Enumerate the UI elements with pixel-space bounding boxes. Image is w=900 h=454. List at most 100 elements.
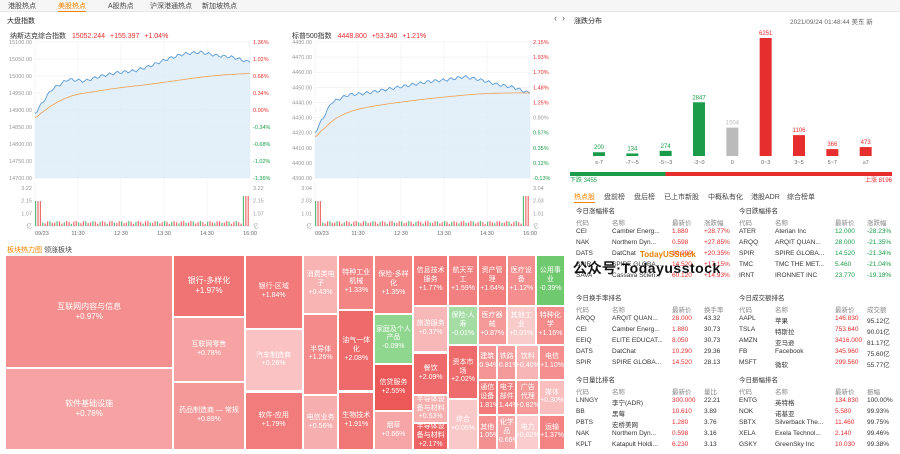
heatmap-cell[interactable]: 软件-应用 +1.79% [244, 391, 303, 450]
tab-china-private[interactable]: 中概私有化 [708, 194, 743, 201]
tab-afterhours[interactable]: 盘后榜 [634, 194, 655, 201]
tab-hk-adr[interactable]: 港股ADR [751, 194, 780, 201]
cell: GSKY [739, 441, 758, 448]
tab-leading-sectors[interactable]: 领涨板块 [44, 247, 72, 254]
tab-a-hot[interactable]: A股热点 [108, 3, 134, 10]
heatmap-cell[interactable]: 半导体 +1.26% [302, 313, 339, 396]
heatmap-cell[interactable]: 油气一体化 +2.08% [338, 309, 374, 392]
tab-hot-stocks[interactable]: 热点股 [574, 194, 595, 203]
heatmap-cell[interactable]: 电信 +1.10% [539, 344, 565, 380]
heatmap-cell[interactable]: 生物技术 +1.91% [338, 391, 374, 450]
vol-bar [54, 222, 56, 226]
heatmap-cell-name: 互联网零售 [191, 340, 227, 348]
heatmap-cell[interactable]: 航天军工 +1.59% [448, 255, 478, 306]
table-row[interactable]: PBTS 宏桥美网 1.280 3.76 [574, 418, 734, 429]
table-row[interactable]: CEI Camber Energ... 1.880 +28.77% [574, 227, 734, 238]
indices-title: 大盘指数 [7, 18, 35, 25]
heatmap-cell[interactable]: 互联网零售 +0.78% [173, 317, 245, 382]
heatmap-cell[interactable]: 饮料 +0.40% [516, 344, 540, 380]
table-row[interactable]: SPIR SPIRE GLOBA... 14.520 +17.15% [574, 260, 734, 271]
tab-hk-hot[interactable]: 港股热点 [8, 3, 36, 10]
table-row[interactable]: IRNT IRONNET INC 23.770 -19.18% [737, 271, 897, 282]
heatmap-cell[interactable]: 药品制造商 — 常规 +0.89% [173, 381, 245, 450]
table-row[interactable]: EEIQ ELITE EDUCAT... 8.050 30.73 [574, 336, 734, 347]
heatmap-cell[interactable]: 化学品+0.66% [497, 414, 517, 450]
heatmap-cell[interactable]: 银行-多样化 +1.97% [173, 255, 245, 318]
heatmap-cell[interactable]: 半导体设备与材料 +2.17% [412, 422, 449, 450]
table-row[interactable]: ARQQ ARQIT QUAN... 28.000 43.32 [574, 314, 734, 325]
heatmap-cell[interactable]: 铁路+0.81% [497, 344, 517, 380]
heatmap-cell[interactable]: 医疗器械 +0.87% [477, 305, 507, 345]
table-row[interactable]: TMC TMC THE MET... 5.460 -21.04% [737, 260, 897, 271]
table-row[interactable]: ATER Aterian Inc 12.000 -28.23% [737, 227, 897, 238]
nasdaq-title[interactable]: 纳斯达克综合指数 15052.244 +155.397 +1.04% [10, 31, 168, 41]
table-row[interactable]: ENTG 英特格 134.830 100.00% [737, 396, 897, 407]
heatmap-cell[interactable]: 互联网内容与信息 +0.97% [5, 255, 174, 369]
table-row[interactable]: NAK Northern Dyn... 0.598 3.16 [574, 429, 734, 440]
table-row[interactable]: FB Facebook 345.960 75.60亿 [737, 347, 897, 358]
next-arrow-icon[interactable]: › [562, 13, 565, 23]
table-row[interactable]: CEI Camber Energ... 1.880 30.73 [574, 325, 734, 336]
table-row[interactable]: ARQQ ARQIT QUAN... 28.000 -21.35% [737, 238, 897, 249]
table-row[interactable]: SPIR SPIRE GLOBA... 14.520 28.13 [574, 358, 734, 369]
table-row[interactable]: XELA Exela Technol... 2.140 99.46% [737, 429, 897, 440]
tab-premarket[interactable]: 盘前榜 [604, 194, 625, 201]
vol-bar [135, 221, 137, 226]
table-row[interactable]: AAPL 苹果 146.830 95.12亿 [737, 314, 897, 325]
heatmap-cell[interactable]: 综合 +0.05% [448, 399, 478, 450]
cell: 宏桥美网 [612, 422, 638, 429]
heatmap-cell[interactable]: 公用事业 -0.39% [535, 255, 565, 306]
table-row[interactable]: SAVA Cassava Scien... 60.120 +14.93% [574, 271, 734, 282]
table-row[interactable]: KPLT Katapult Holdi... 6.230 3.13 [574, 440, 734, 451]
table-row[interactable]: BB 黑莓 10.610 3.89 [574, 407, 734, 418]
heatmap-cell[interactable]: 电力 +0.02% [516, 414, 540, 450]
heatmap-cell[interactable]: 广告代理 +0.82% [516, 379, 540, 415]
heatmap-cell[interactable]: 家庭及个人产品 -0.09% [374, 313, 413, 365]
table-row[interactable]: NAK Northern Dyn... 0.598 +27.85% [574, 238, 734, 249]
y-tick-label-pct: 0.34% [253, 91, 269, 97]
sp500-title[interactable]: 标普500指数 4448.800 +53.340 +1.21% [292, 31, 426, 41]
heatmap-cell[interactable]: 保险-多样化 +1.35% [374, 255, 413, 314]
table-row[interactable]: LNNGY 李宁(ADR) 300.000 22.21 [574, 396, 734, 407]
heatmap-cell[interactable]: 资本市场 +2.02% [448, 344, 478, 400]
heatmap-cell[interactable]: 资产管理 +1.64% [477, 255, 507, 306]
table-row[interactable]: SPIR SPIRE GLOBA... 14.520 -21.34% [737, 249, 897, 260]
table-row[interactable]: DATS DatChat 10.290 29.36 [574, 347, 734, 358]
heatmap-cell[interactable]: 电子部件+1.44% [497, 379, 517, 415]
tab-new-ipo[interactable]: 已上市新股 [664, 194, 699, 201]
table-row[interactable]: TSLA 特斯拉 753.640 90.01亿 [737, 325, 897, 336]
heatmap-cell[interactable]: 建筑+0.94% [477, 344, 498, 380]
cell: EEIQ [576, 337, 592, 344]
heatmap-cell[interactable]: 餐饮 +2.09% [412, 352, 449, 396]
tab-combined[interactable]: 综合榜单 [787, 194, 815, 201]
table-row[interactable]: AMZN 亚马逊 3416.000 81.17亿 [737, 336, 897, 347]
heatmap-cell[interactable]: 烟草 +0.66% [374, 411, 413, 450]
heatmap-cell[interactable]: 银行-区域 +1.84% [244, 255, 303, 330]
table-row[interactable]: NOK 诺基亚 5.580 99.93% [737, 407, 897, 418]
table-row[interactable]: DATS DatChat 10.290 +20.35% [574, 249, 734, 260]
heatmap-cell[interactable]: 半导体设备与材料 +0.53% [412, 395, 449, 423]
heatmap-cell[interactable]: 旅游服务 +0.37% [412, 305, 449, 353]
tab-us-hot[interactable]: 美股热点 [58, 3, 86, 12]
heatmap-cell[interactable]: 其他工业 +0.01% [506, 305, 536, 345]
heatmap-cell[interactable]: 医疗设备 +1.12% [506, 255, 536, 306]
table-row[interactable]: MSFT 微软 299.560 55.77亿 [737, 358, 897, 369]
heatmap-cell[interactable]: 特种化学 +1.16% [535, 305, 565, 345]
heatmap-cell[interactable]: 电信业务 +0.56% [302, 395, 339, 450]
heatmap-cell[interactable]: 软件基础设施 +0.78% [5, 368, 174, 450]
heatmap-cell[interactable]: 特种工业机械 +1.33% [338, 255, 374, 310]
heatmap-cell[interactable]: 消费类电子 +0.43% [302, 255, 339, 314]
tab-sg-hot[interactable]: 新加坡热点 [202, 3, 237, 10]
heatmap-cell[interactable]: 保险-人寿 -0.01% [448, 305, 478, 345]
table-row[interactable]: SBTX Silverback The... 11.460 99.75% [737, 418, 897, 429]
table-row[interactable]: GSKY GreenSky Inc 10.030 99.38% [737, 440, 897, 451]
heatmap-cell[interactable]: 其他+1.05% [477, 414, 498, 450]
tab-connect-hot[interactable]: 沪深港通热点 [150, 3, 192, 10]
heatmap-cell[interactable]: 媒体 +0.30% [539, 379, 565, 415]
heatmap-cell[interactable]: 通信设备+1.81% [477, 379, 498, 415]
heatmap-cell[interactable]: 信贷服务 +2.55% [374, 364, 413, 411]
heatmap-cell[interactable]: 汽车制造商 +0.26% [244, 329, 303, 392]
heatmap-cell[interactable]: 运输 +1.37% [539, 414, 565, 450]
prev-arrow-icon[interactable]: ‹ [554, 13, 557, 23]
heatmap-cell[interactable]: 信息技术服务 +1.77% [412, 255, 449, 306]
